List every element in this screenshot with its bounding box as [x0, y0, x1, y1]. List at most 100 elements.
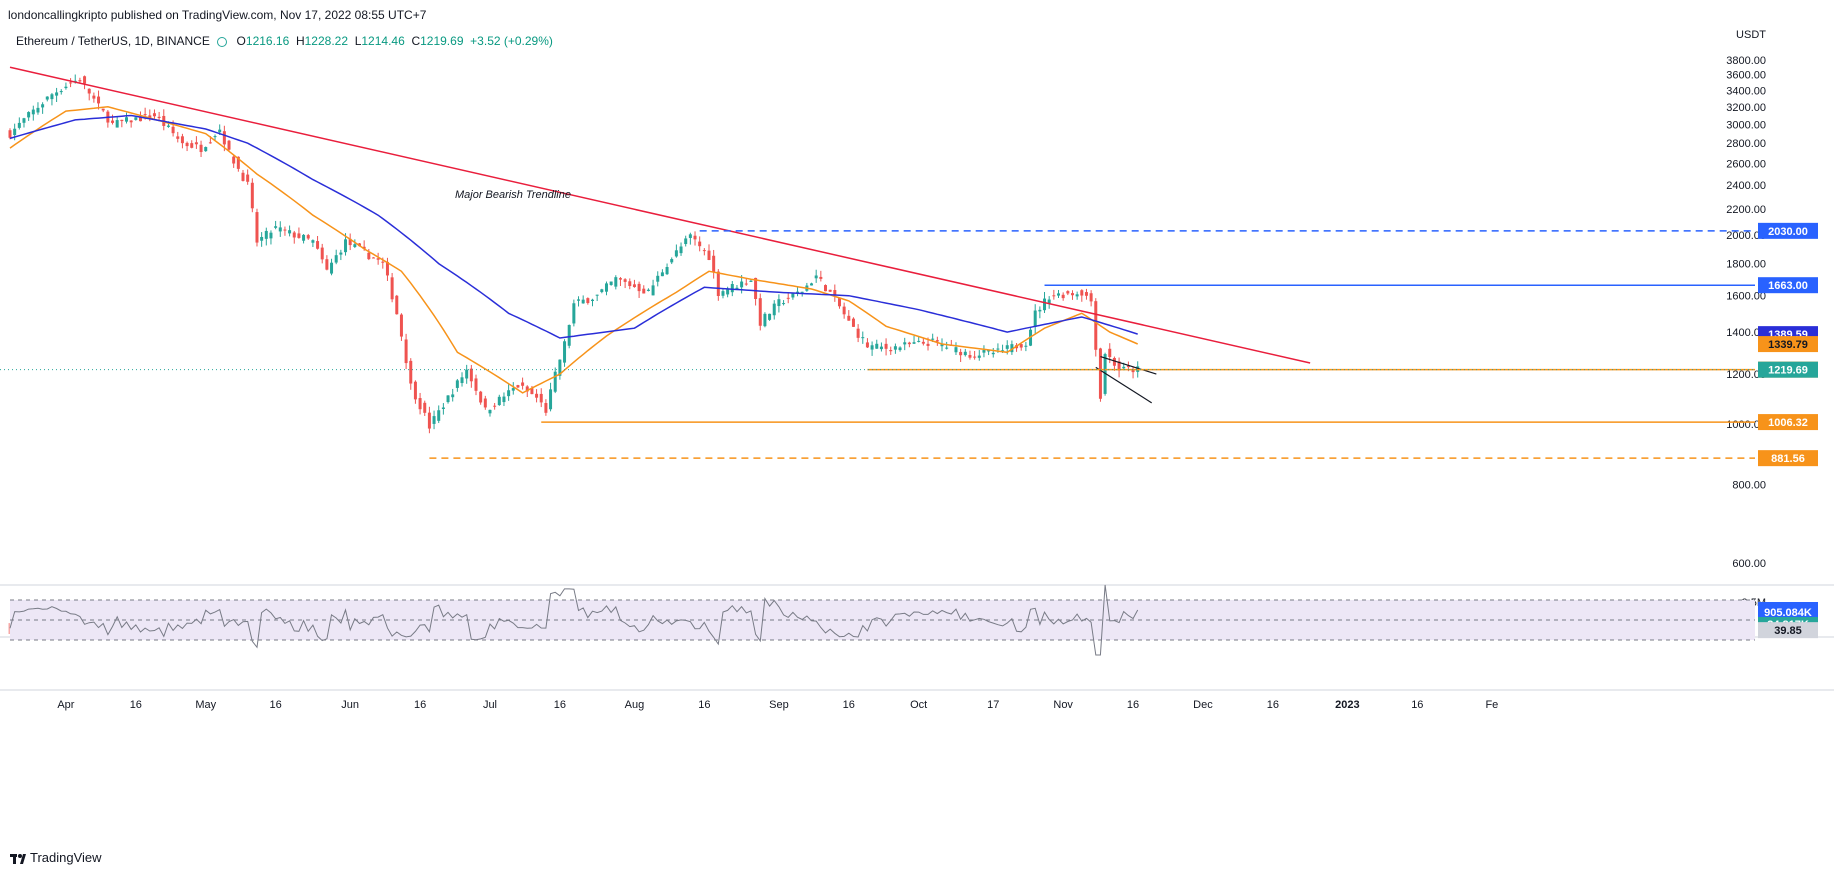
y-tick-label: 3800.00	[1726, 55, 1766, 67]
candle-body	[157, 116, 161, 118]
candle-body	[600, 289, 604, 293]
candle-body	[791, 292, 795, 298]
candle-body	[824, 285, 827, 292]
candle-body	[763, 313, 767, 327]
trendline-annotation: Major Bearish Trendline	[455, 189, 571, 201]
candle-body	[716, 271, 720, 296]
x-tick-label: 16	[698, 699, 710, 711]
candle-body	[833, 290, 837, 296]
candle-body	[367, 252, 371, 260]
candle-body	[595, 294, 599, 296]
candle-body	[707, 250, 711, 260]
rsi-tag-label: 39.85	[1774, 625, 1802, 637]
candle-body	[572, 303, 576, 324]
candle-body	[800, 291, 804, 293]
candle-body	[381, 261, 385, 263]
price-tag	[1758, 414, 1818, 431]
x-tick-label: Sep	[769, 699, 789, 711]
tradingview-logo-icon	[10, 853, 26, 864]
symbol-legend: Ethereum / TetherUS, 1D, BINANCE O1216.1…	[16, 34, 553, 48]
candle-body	[996, 348, 1000, 350]
x-tick-label: May	[195, 699, 216, 711]
candle-body	[31, 109, 35, 115]
candle-body	[413, 381, 417, 400]
candle-body	[847, 315, 851, 321]
candle-body	[1038, 309, 1042, 312]
candle-body	[828, 289, 832, 292]
price-tag-label: 2030.00	[1768, 226, 1808, 238]
candle-body	[306, 235, 310, 239]
candle-body	[754, 277, 758, 300]
volume-ma-tag	[1758, 602, 1818, 617]
x-tick-label: Jun	[341, 699, 359, 711]
price-tag-label: 1663.00	[1768, 280, 1808, 292]
candle-body	[940, 344, 944, 347]
candle-body	[1005, 345, 1009, 349]
candle-body	[1089, 293, 1093, 302]
candle-body	[17, 122, 21, 128]
candle-body	[1112, 357, 1116, 366]
candle-body	[544, 403, 548, 413]
y-tick-label: 800.00	[1732, 480, 1766, 492]
symbol-title[interactable]: Ethereum / TetherUS, 1D, BINANCE	[16, 34, 210, 48]
candle-body	[702, 250, 706, 252]
candle-body	[353, 244, 357, 247]
candle-body	[698, 241, 702, 247]
candle-body	[441, 407, 445, 409]
price-tag	[1758, 277, 1818, 294]
candle-body	[283, 229, 287, 231]
candle-body	[926, 343, 930, 346]
candle-body	[842, 306, 846, 315]
candle-body	[204, 147, 208, 152]
candle-body	[642, 288, 646, 294]
bearish-trendline	[9, 66, 1311, 364]
candle-body	[721, 291, 725, 296]
candle-body	[977, 355, 981, 358]
candle-body	[390, 277, 394, 300]
candle-body	[991, 352, 995, 355]
candle-body	[185, 142, 189, 147]
y-tick-label: 2200.00	[1726, 204, 1766, 216]
candle-body	[898, 347, 902, 351]
rsi-line	[9, 584, 1139, 656]
candle-body	[59, 91, 63, 93]
candle-body	[646, 289, 650, 291]
candle-body	[903, 342, 907, 345]
candle-body	[688, 234, 692, 238]
candle-body	[884, 343, 888, 349]
candle-body	[810, 283, 814, 286]
candle-body	[246, 174, 250, 182]
y-axis-currency: USDT	[1736, 29, 1766, 41]
candle-body	[41, 104, 45, 108]
candle-body	[637, 283, 641, 292]
candle-body	[623, 279, 627, 282]
candle-body	[199, 144, 203, 153]
candle-body	[837, 298, 841, 307]
candle-body	[83, 76, 87, 84]
candle-body	[945, 347, 949, 349]
candle-body	[814, 275, 818, 279]
y-tick-label: 3400.00	[1726, 85, 1766, 97]
candle-body	[614, 277, 618, 287]
price-tag	[1758, 450, 1818, 467]
candle-body	[968, 355, 972, 358]
x-tick-label: 16	[843, 699, 855, 711]
x-tick-label: Fe	[1485, 699, 1498, 711]
x-tick-label: 16	[1127, 699, 1139, 711]
price-tag-label: 1219.69	[1768, 365, 1808, 377]
candle-body	[782, 303, 786, 305]
y-tick-label: 1600.00	[1726, 291, 1766, 303]
candle-body	[92, 95, 96, 99]
candle-body	[632, 284, 636, 288]
candle-body	[87, 88, 91, 94]
candle-body	[1126, 365, 1130, 368]
candle-body	[129, 120, 133, 123]
candle-body	[69, 82, 73, 84]
candle-body	[865, 342, 869, 348]
candle-body	[111, 120, 115, 123]
candle-body	[22, 118, 26, 123]
candle-body	[45, 96, 49, 100]
open-value: 1216.16	[245, 34, 290, 48]
candle-body	[115, 120, 119, 128]
